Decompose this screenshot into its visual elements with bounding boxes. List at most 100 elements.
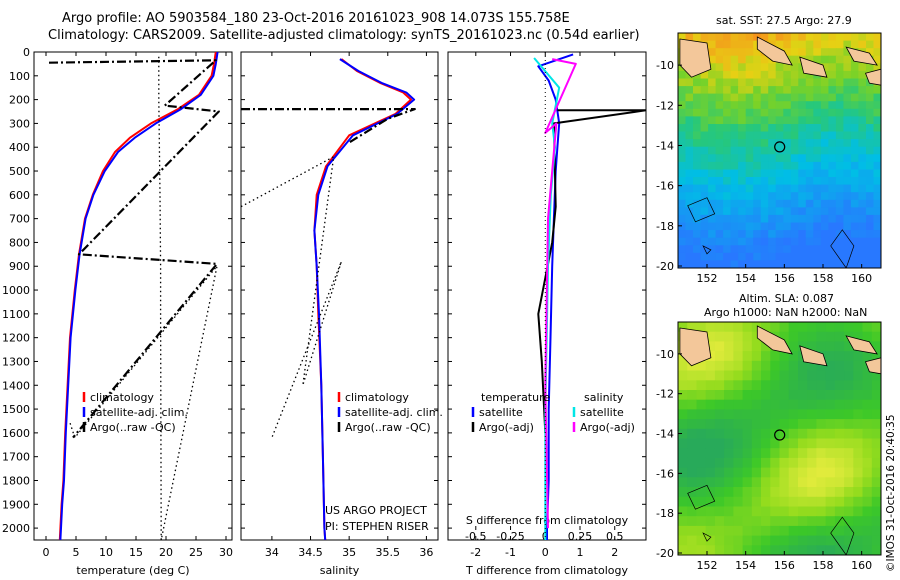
map-cell <box>828 86 837 95</box>
map-cell <box>828 48 837 57</box>
map-cell <box>825 360 836 372</box>
map-cell <box>708 78 717 87</box>
map-cell <box>783 78 792 87</box>
map-cell <box>753 48 762 57</box>
map-cell <box>696 428 707 440</box>
map-cell <box>790 63 799 72</box>
map-cell <box>828 207 837 216</box>
map-cell <box>685 237 694 246</box>
map-cell <box>866 207 875 216</box>
map-cell <box>733 457 744 469</box>
map-cell <box>798 448 808 459</box>
map-cell <box>805 260 814 268</box>
salinity-legend-label: Argo(..raw -QC) <box>345 421 431 434</box>
map-cell <box>834 370 845 381</box>
map-cell <box>853 419 864 430</box>
map-cell <box>700 199 709 208</box>
map-cell <box>733 525 744 537</box>
map-cell <box>715 207 724 216</box>
map-cell <box>798 169 807 178</box>
map-cell <box>844 448 854 459</box>
map-cell <box>696 380 707 391</box>
map-cell <box>723 230 732 239</box>
map-cell <box>708 70 717 80</box>
map-cell <box>775 108 784 117</box>
map-cell <box>871 322 881 333</box>
map-cell <box>807 496 817 508</box>
map-cell <box>779 380 790 391</box>
map-cell <box>687 390 697 401</box>
map-cell <box>693 184 702 193</box>
map-cell <box>805 108 814 117</box>
map-cell <box>835 230 844 239</box>
map-cell <box>742 487 753 498</box>
map-cell <box>798 86 807 95</box>
map-cell <box>866 252 875 261</box>
map-cell <box>678 230 687 239</box>
map-cell <box>753 63 762 72</box>
map-cell <box>835 161 844 171</box>
map-cell <box>843 199 852 208</box>
map-cell <box>768 184 777 193</box>
sst-lat-label: -10 <box>656 59 674 72</box>
map-cell <box>724 487 734 498</box>
map-cell <box>871 545 881 555</box>
map-cell <box>770 351 781 362</box>
differences-xtick-label: 1 <box>577 546 584 559</box>
map-cell <box>745 40 754 49</box>
map-cell <box>788 496 799 508</box>
map-cell <box>820 245 829 254</box>
map-cell <box>730 177 739 186</box>
map-cell <box>715 108 724 117</box>
map-cell <box>760 252 769 261</box>
map-cell <box>730 230 739 239</box>
map-cell <box>813 177 822 186</box>
map-cell <box>733 545 744 555</box>
map-cell <box>820 161 829 171</box>
map-cell <box>798 146 807 155</box>
temperature-xtick-label: 30 <box>219 546 233 559</box>
map-cell <box>685 245 694 254</box>
map-cell <box>788 409 799 420</box>
map-cell <box>816 370 827 381</box>
map-cell <box>770 467 781 478</box>
map-cell <box>715 161 724 171</box>
map-cell <box>742 428 753 440</box>
map-cell <box>733 360 744 372</box>
map-cell <box>813 192 822 201</box>
map-cell <box>790 252 799 261</box>
map-cell <box>820 101 829 110</box>
map-cell <box>873 86 881 95</box>
map-cell <box>843 108 852 117</box>
map-cell <box>768 93 777 102</box>
map-cell <box>798 496 808 508</box>
map-cell <box>751 506 762 517</box>
map-cell <box>798 516 808 527</box>
map-cell <box>850 101 859 110</box>
map-cell <box>783 70 792 80</box>
map-cell <box>850 214 859 224</box>
map-cell <box>693 161 702 171</box>
map-cell <box>834 331 845 342</box>
map-cell <box>715 260 724 268</box>
map-cell <box>745 161 754 171</box>
map-cell <box>790 48 799 57</box>
map-cell <box>678 131 687 140</box>
map-cell <box>858 230 867 239</box>
map-cell <box>708 124 717 133</box>
map-cell <box>850 184 859 193</box>
map-cell <box>745 237 754 246</box>
map-cell <box>828 93 837 102</box>
map-cell <box>783 154 792 163</box>
map-cell <box>798 360 808 372</box>
bathymetry-contour <box>830 229 855 268</box>
map-cell <box>705 419 716 430</box>
bathymetry-contour <box>702 532 712 542</box>
map-cell <box>798 70 807 80</box>
map-cell <box>843 93 852 102</box>
depth-tick-label: 1000 <box>2 284 30 297</box>
map-cell <box>788 545 799 555</box>
map-cell <box>753 169 762 178</box>
map-cell <box>820 93 829 102</box>
map-cell <box>813 199 822 208</box>
